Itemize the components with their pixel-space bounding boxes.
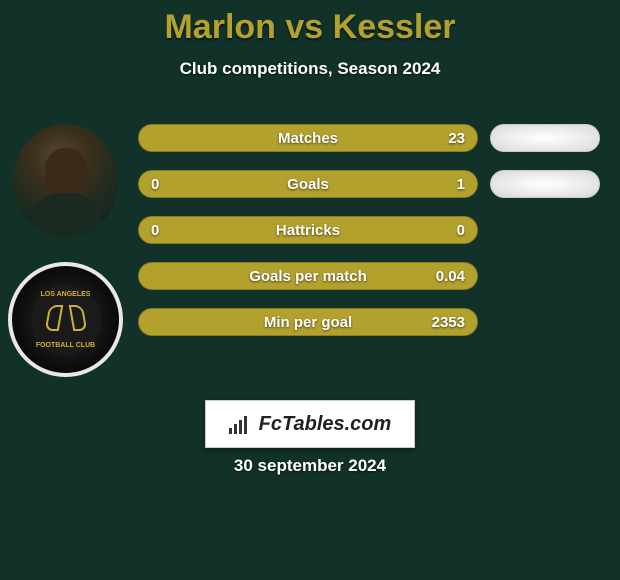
club-badge-inner: LOS ANGELES FOOTBALL CLUB xyxy=(31,285,101,355)
footer-date: 30 september 2024 xyxy=(0,456,620,476)
stat-label: Matches xyxy=(278,130,338,147)
stat-right-value: 0.04 xyxy=(436,268,465,285)
avatar-column: LOS ANGELES FOOTBALL CLUB xyxy=(8,124,123,377)
fctables-label: FcTables.com xyxy=(259,413,392,436)
page-subtitle: Club competitions, Season 2024 xyxy=(0,59,620,79)
stat-left-value: 0 xyxy=(151,176,159,193)
stat-row-gpm: Goals per match 0.04 xyxy=(138,262,478,290)
club-text-bottom: FOOTBALL CLUB xyxy=(31,342,101,349)
stat-row-goals: 0 Goals 1 xyxy=(138,170,478,198)
stat-right-value: 23 xyxy=(448,130,465,147)
stats-column: Matches 23 0 Goals 1 0 Hattricks 0 Goals… xyxy=(138,124,478,336)
stat-right-value: 0 xyxy=(457,222,465,239)
club-wings-icon xyxy=(47,305,85,331)
bar-chart-icon xyxy=(229,414,253,434)
stat-row-matches: Matches 23 xyxy=(138,124,478,152)
stat-right-value: 1 xyxy=(457,176,465,193)
comparison-pill xyxy=(490,170,600,198)
stat-right-value: 2353 xyxy=(432,314,465,331)
stat-left-value: 0 xyxy=(151,222,159,239)
stat-row-mpg: Min per goal 2353 xyxy=(138,308,478,336)
player-body-shape xyxy=(31,193,101,238)
club-badge: LOS ANGELES FOOTBALL CLUB xyxy=(8,262,123,377)
stat-row-hattricks: 0 Hattricks 0 xyxy=(138,216,478,244)
stat-label: Goals xyxy=(287,176,329,193)
player-head-shape xyxy=(45,148,87,198)
stat-label: Goals per match xyxy=(249,268,367,285)
comparison-pill xyxy=(490,124,600,152)
club-text-top: LOS ANGELES xyxy=(31,291,101,298)
pills-column xyxy=(490,124,600,198)
stat-label: Hattricks xyxy=(276,222,340,239)
comparison-card: Marlon vs Kessler Club competitions, Sea… xyxy=(0,0,620,580)
stat-label: Min per goal xyxy=(264,314,352,331)
fctables-badge: FcTables.com xyxy=(205,400,415,448)
player-avatar xyxy=(13,124,118,238)
page-title: Marlon vs Kessler xyxy=(0,0,620,47)
